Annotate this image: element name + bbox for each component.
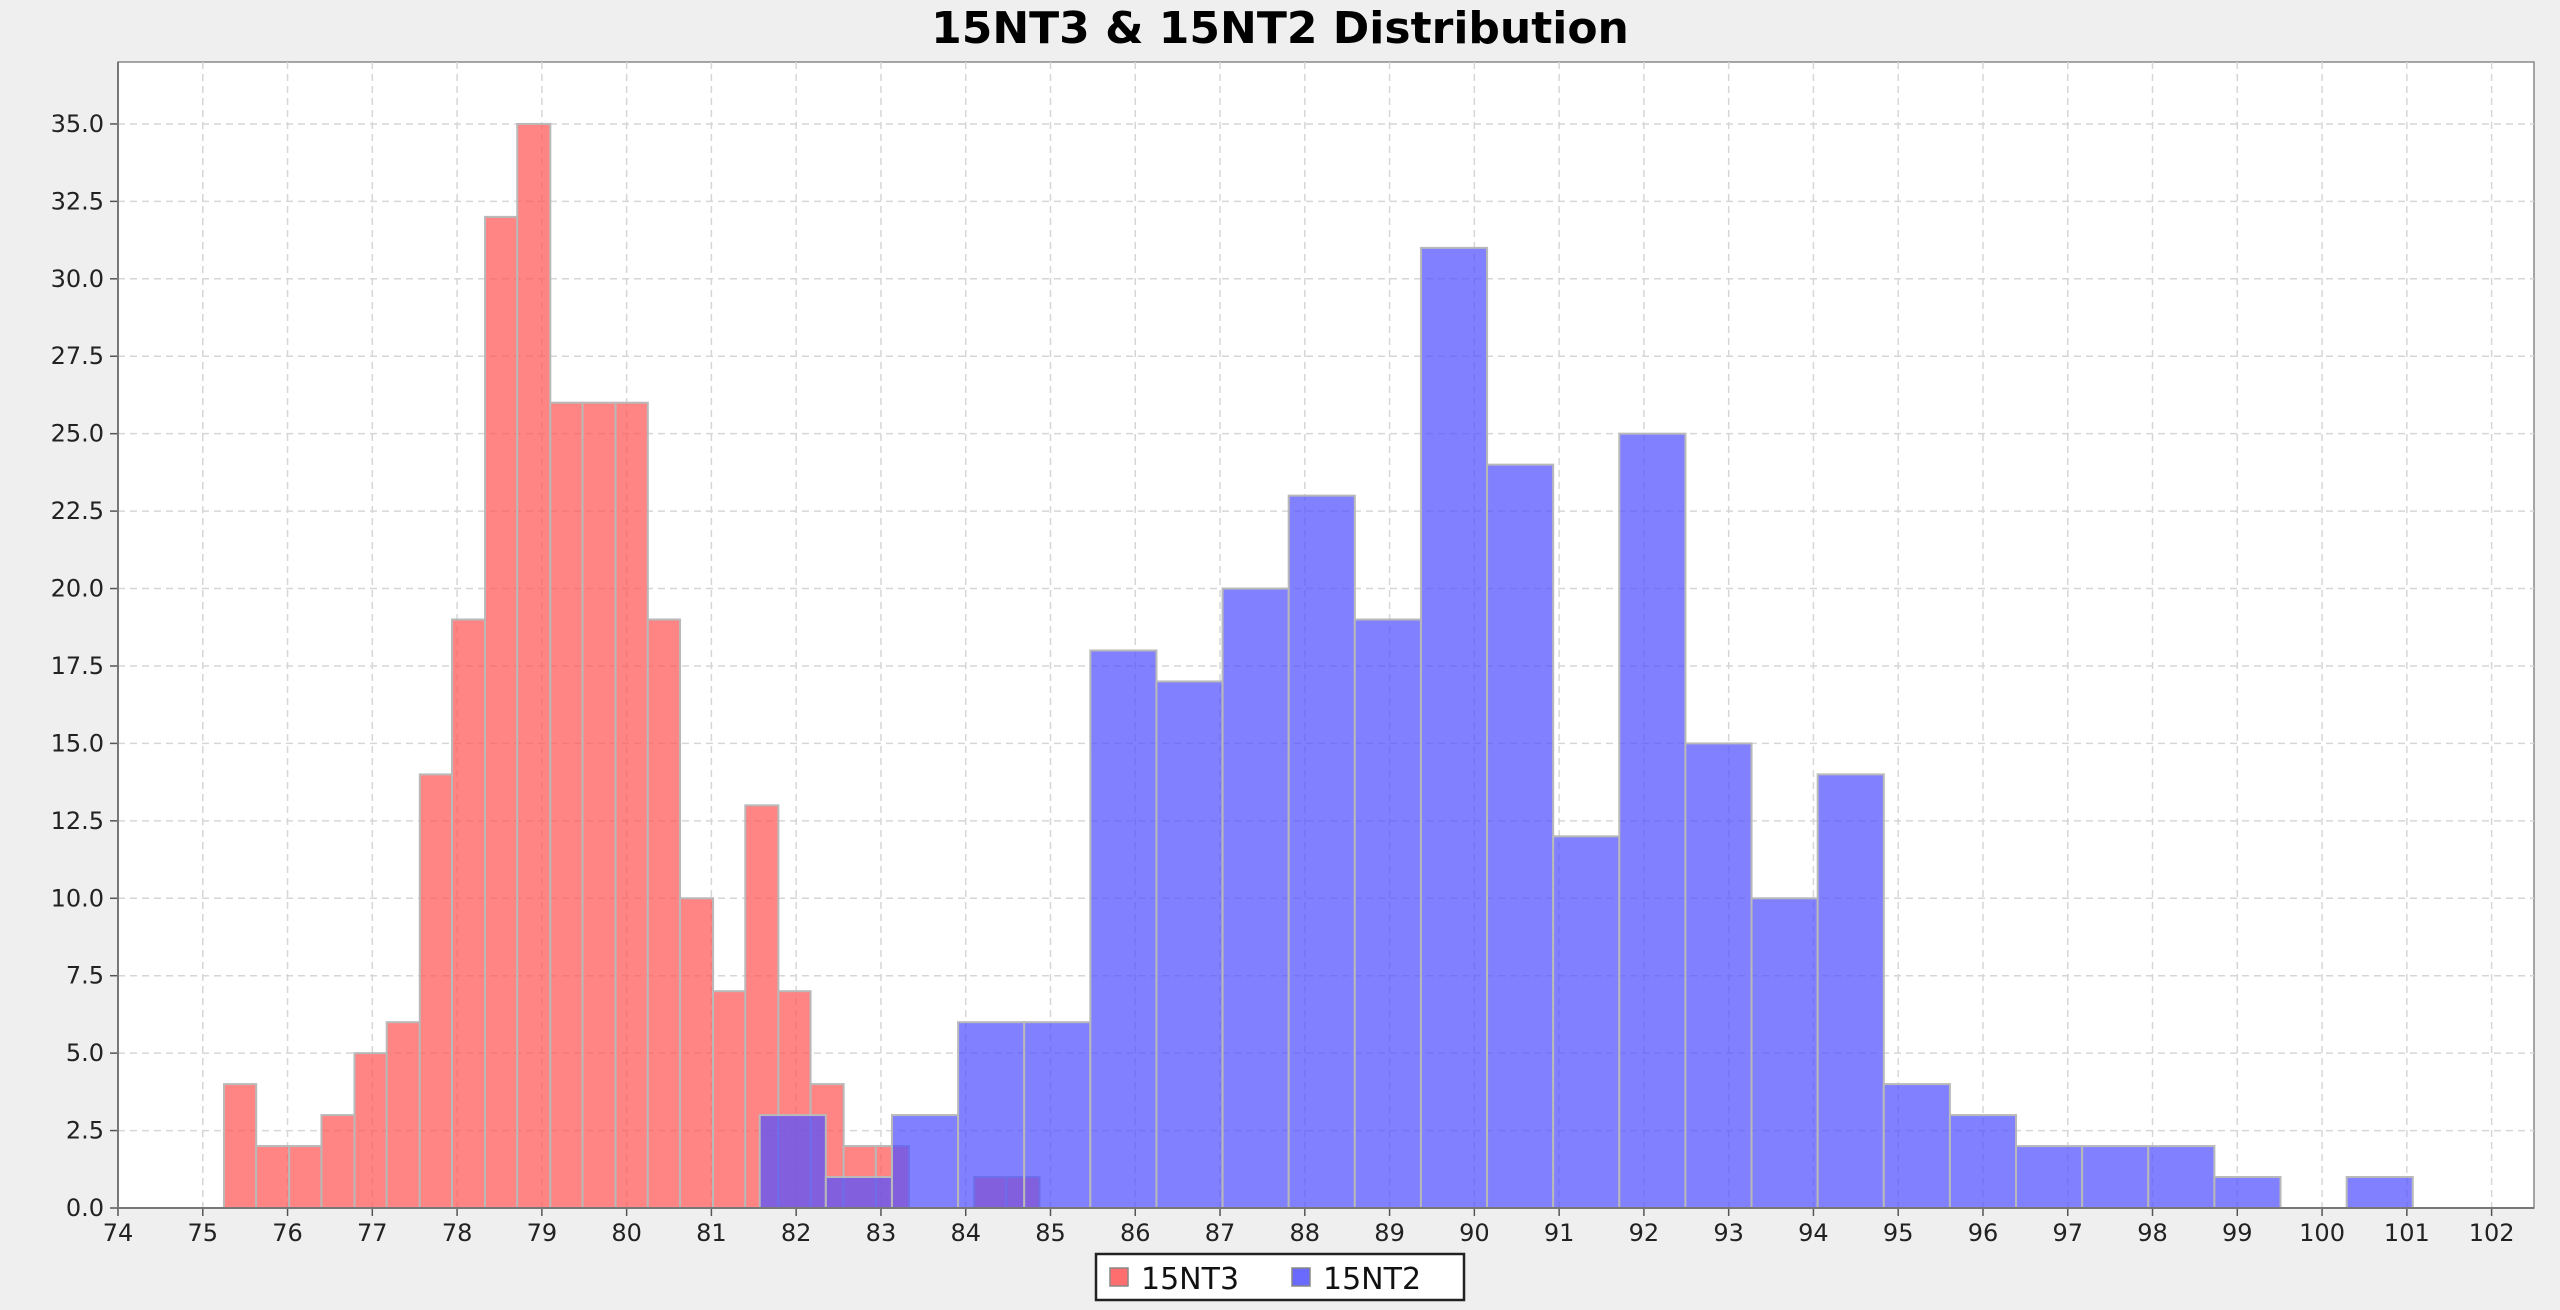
bar-15NT2 xyxy=(1419,246,1489,1210)
bar-15NT3 xyxy=(581,401,617,1209)
x-tick-label: 78 xyxy=(442,1219,473,1247)
bar-15NT2 xyxy=(1552,835,1621,1210)
bar-15NT2 xyxy=(1816,773,1885,1209)
x-tick-label: 88 xyxy=(1290,1219,1321,1247)
y-tick-label: 10.0 xyxy=(51,884,104,912)
legend-swatch-15NT2 xyxy=(1291,1267,1311,1287)
bar-15NT2 xyxy=(1353,618,1422,1209)
legend: 15NT3 15NT2 xyxy=(1094,1252,1466,1302)
series-15NT2-bars xyxy=(758,246,2414,1210)
x-tick-label: 98 xyxy=(2137,1219,2168,1247)
x-tick-label: 75 xyxy=(187,1219,218,1247)
bar-15NT2 xyxy=(2081,1145,2150,1210)
bar-15NT2 xyxy=(1882,1083,1951,1210)
bar-15NT3 xyxy=(255,1145,291,1210)
y-tick-label: 35.0 xyxy=(51,110,104,138)
x-tick-label: 83 xyxy=(866,1219,897,1247)
bar-15NT2 xyxy=(758,1114,827,1209)
x-tick-label: 86 xyxy=(1120,1219,1151,1247)
x-tick-label: 79 xyxy=(527,1219,558,1247)
x-tick-label: 85 xyxy=(1035,1219,1066,1247)
x-tick-label: 77 xyxy=(357,1219,388,1247)
x-tick-label: 74 xyxy=(103,1219,134,1247)
bar-15NT2 xyxy=(1023,1021,1092,1210)
bar-15NT3 xyxy=(222,1083,258,1210)
x-tick-label: 89 xyxy=(1374,1219,1405,1247)
y-tick-label: 22.5 xyxy=(51,497,104,525)
bar-15NT3 xyxy=(646,618,682,1209)
bar-15NT2 xyxy=(824,1176,893,1209)
x-tick-label: 95 xyxy=(1883,1219,1914,1247)
y-tick-label: 7.5 xyxy=(66,962,104,990)
legend-label-15NT2: 15NT2 xyxy=(1323,1262,1421,1297)
y-tick-label: 30.0 xyxy=(51,265,104,293)
x-tick-label: 99 xyxy=(2222,1219,2253,1247)
y-tick-label: 32.5 xyxy=(51,187,104,215)
y-tick-label: 2.5 xyxy=(66,1117,104,1145)
bar-15NT2 xyxy=(1155,680,1224,1209)
bar-15NT2 xyxy=(1618,432,1687,1210)
x-tick-label: 76 xyxy=(272,1219,303,1247)
y-tick-label: 27.5 xyxy=(51,342,104,370)
bar-15NT3 xyxy=(516,122,552,1210)
legend-box xyxy=(1094,1252,1466,1302)
bar-15NT3 xyxy=(484,215,519,1209)
bar-15NT3 xyxy=(418,773,454,1209)
bar-15NT3 xyxy=(549,401,584,1209)
y-tick-label: 0.0 xyxy=(66,1194,104,1222)
bar-15NT3 xyxy=(712,990,747,1210)
bar-15NT2 xyxy=(2147,1145,2216,1210)
x-tick-label: 81 xyxy=(696,1219,727,1247)
y-tick-label: 17.5 xyxy=(51,652,104,680)
bar-15NT2 xyxy=(1287,494,1356,1209)
bar-15NT3 xyxy=(451,618,487,1209)
x-tick-label: 97 xyxy=(2052,1219,2083,1247)
x-tick-label: 96 xyxy=(1968,1219,1999,1247)
x-tick-label: 101 xyxy=(2384,1219,2430,1247)
x-tick-label: 102 xyxy=(2469,1219,2515,1247)
bar-15NT2 xyxy=(1089,649,1158,1209)
x-tick-label: 90 xyxy=(1459,1219,1490,1247)
y-tick-label: 12.5 xyxy=(51,807,104,835)
x-tick-label: 92 xyxy=(1629,1219,1660,1247)
x-tick-label: 100 xyxy=(2299,1219,2345,1247)
y-tick-label: 25.0 xyxy=(51,420,104,448)
bar-15NT2 xyxy=(1684,742,1753,1209)
bar-15NT2 xyxy=(2213,1176,2282,1209)
bar-15NT2 xyxy=(890,1114,960,1209)
chart-title: 15NT3 & 15NT2 Distribution xyxy=(931,3,1629,54)
x-tick-label: 84 xyxy=(950,1219,981,1247)
bar-15NT3 xyxy=(288,1145,323,1210)
bar-15NT2 xyxy=(2015,1145,2084,1210)
bar-15NT2 xyxy=(957,1021,1026,1210)
bar-15NT3 xyxy=(320,1114,356,1209)
legend-label-15NT3: 15NT3 xyxy=(1141,1262,1239,1297)
bar-15NT3 xyxy=(353,1052,388,1209)
y-tick-label: 5.0 xyxy=(66,1039,104,1067)
bar-15NT3 xyxy=(614,401,649,1209)
y-tick-label: 15.0 xyxy=(51,729,104,757)
x-tick-label: 82 xyxy=(781,1219,812,1247)
bar-15NT3 xyxy=(385,1021,421,1210)
bar-15NT2 xyxy=(1750,897,1819,1209)
bar-15NT2 xyxy=(1221,587,1290,1209)
y-tick-label: 20.0 xyxy=(51,575,104,603)
x-tick-label: 87 xyxy=(1205,1219,1236,1247)
x-tick-label: 94 xyxy=(1798,1219,1829,1247)
bar-15NT2 xyxy=(1486,463,1555,1210)
bar-15NT2 xyxy=(2345,1176,2414,1209)
bar-15NT3 xyxy=(679,897,715,1209)
x-tick-label: 93 xyxy=(1713,1219,1744,1247)
x-tick-label: 80 xyxy=(611,1219,642,1247)
legend-swatch-15NT3 xyxy=(1109,1267,1129,1287)
x-tick-label: 91 xyxy=(1544,1219,1575,1247)
bar-15NT2 xyxy=(1948,1114,2018,1209)
axes-layer: 74 75 76 77 78 79 80 81 82 83 84 85 86 87 88 89 90 91 92 93… xyxy=(51,62,2534,1247)
